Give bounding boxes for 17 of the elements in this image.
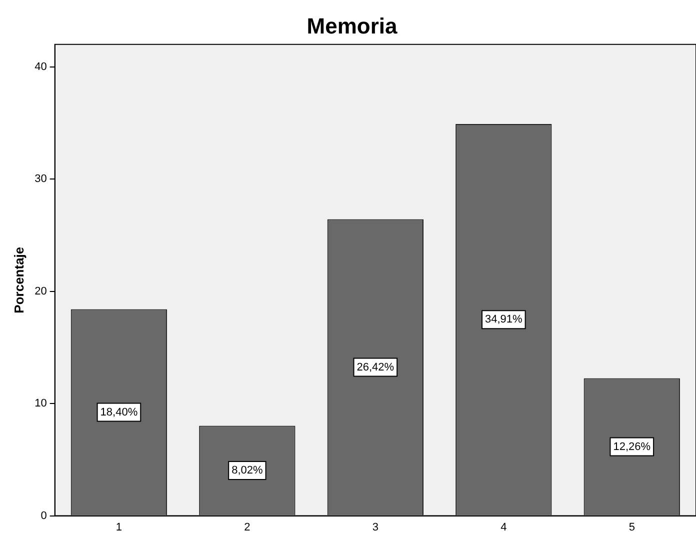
x-tick-label: 1 [116,521,122,534]
x-tick-label: 5 [628,521,635,534]
data-label: 34,91% [484,314,523,326]
x-tick-label: 2 [244,521,250,534]
data-label: 26,42% [356,361,394,374]
y-tick-label: 10 [34,398,47,410]
chart-title: Memoria [306,13,398,38]
y-tick-label: 0 [40,510,47,522]
data-label: 12,26% [613,440,651,453]
y-tick-label: 40 [34,60,47,73]
data-label: 8,02% [232,464,263,477]
x-tick-label: 3 [372,521,378,534]
data-label: 18,40% [100,406,138,418]
y-tick-label: 20 [34,285,47,298]
y-axis-title: Porcentaje [11,246,26,314]
x-tick-label: 4 [500,521,507,534]
y-tick-label: 30 [34,173,47,186]
